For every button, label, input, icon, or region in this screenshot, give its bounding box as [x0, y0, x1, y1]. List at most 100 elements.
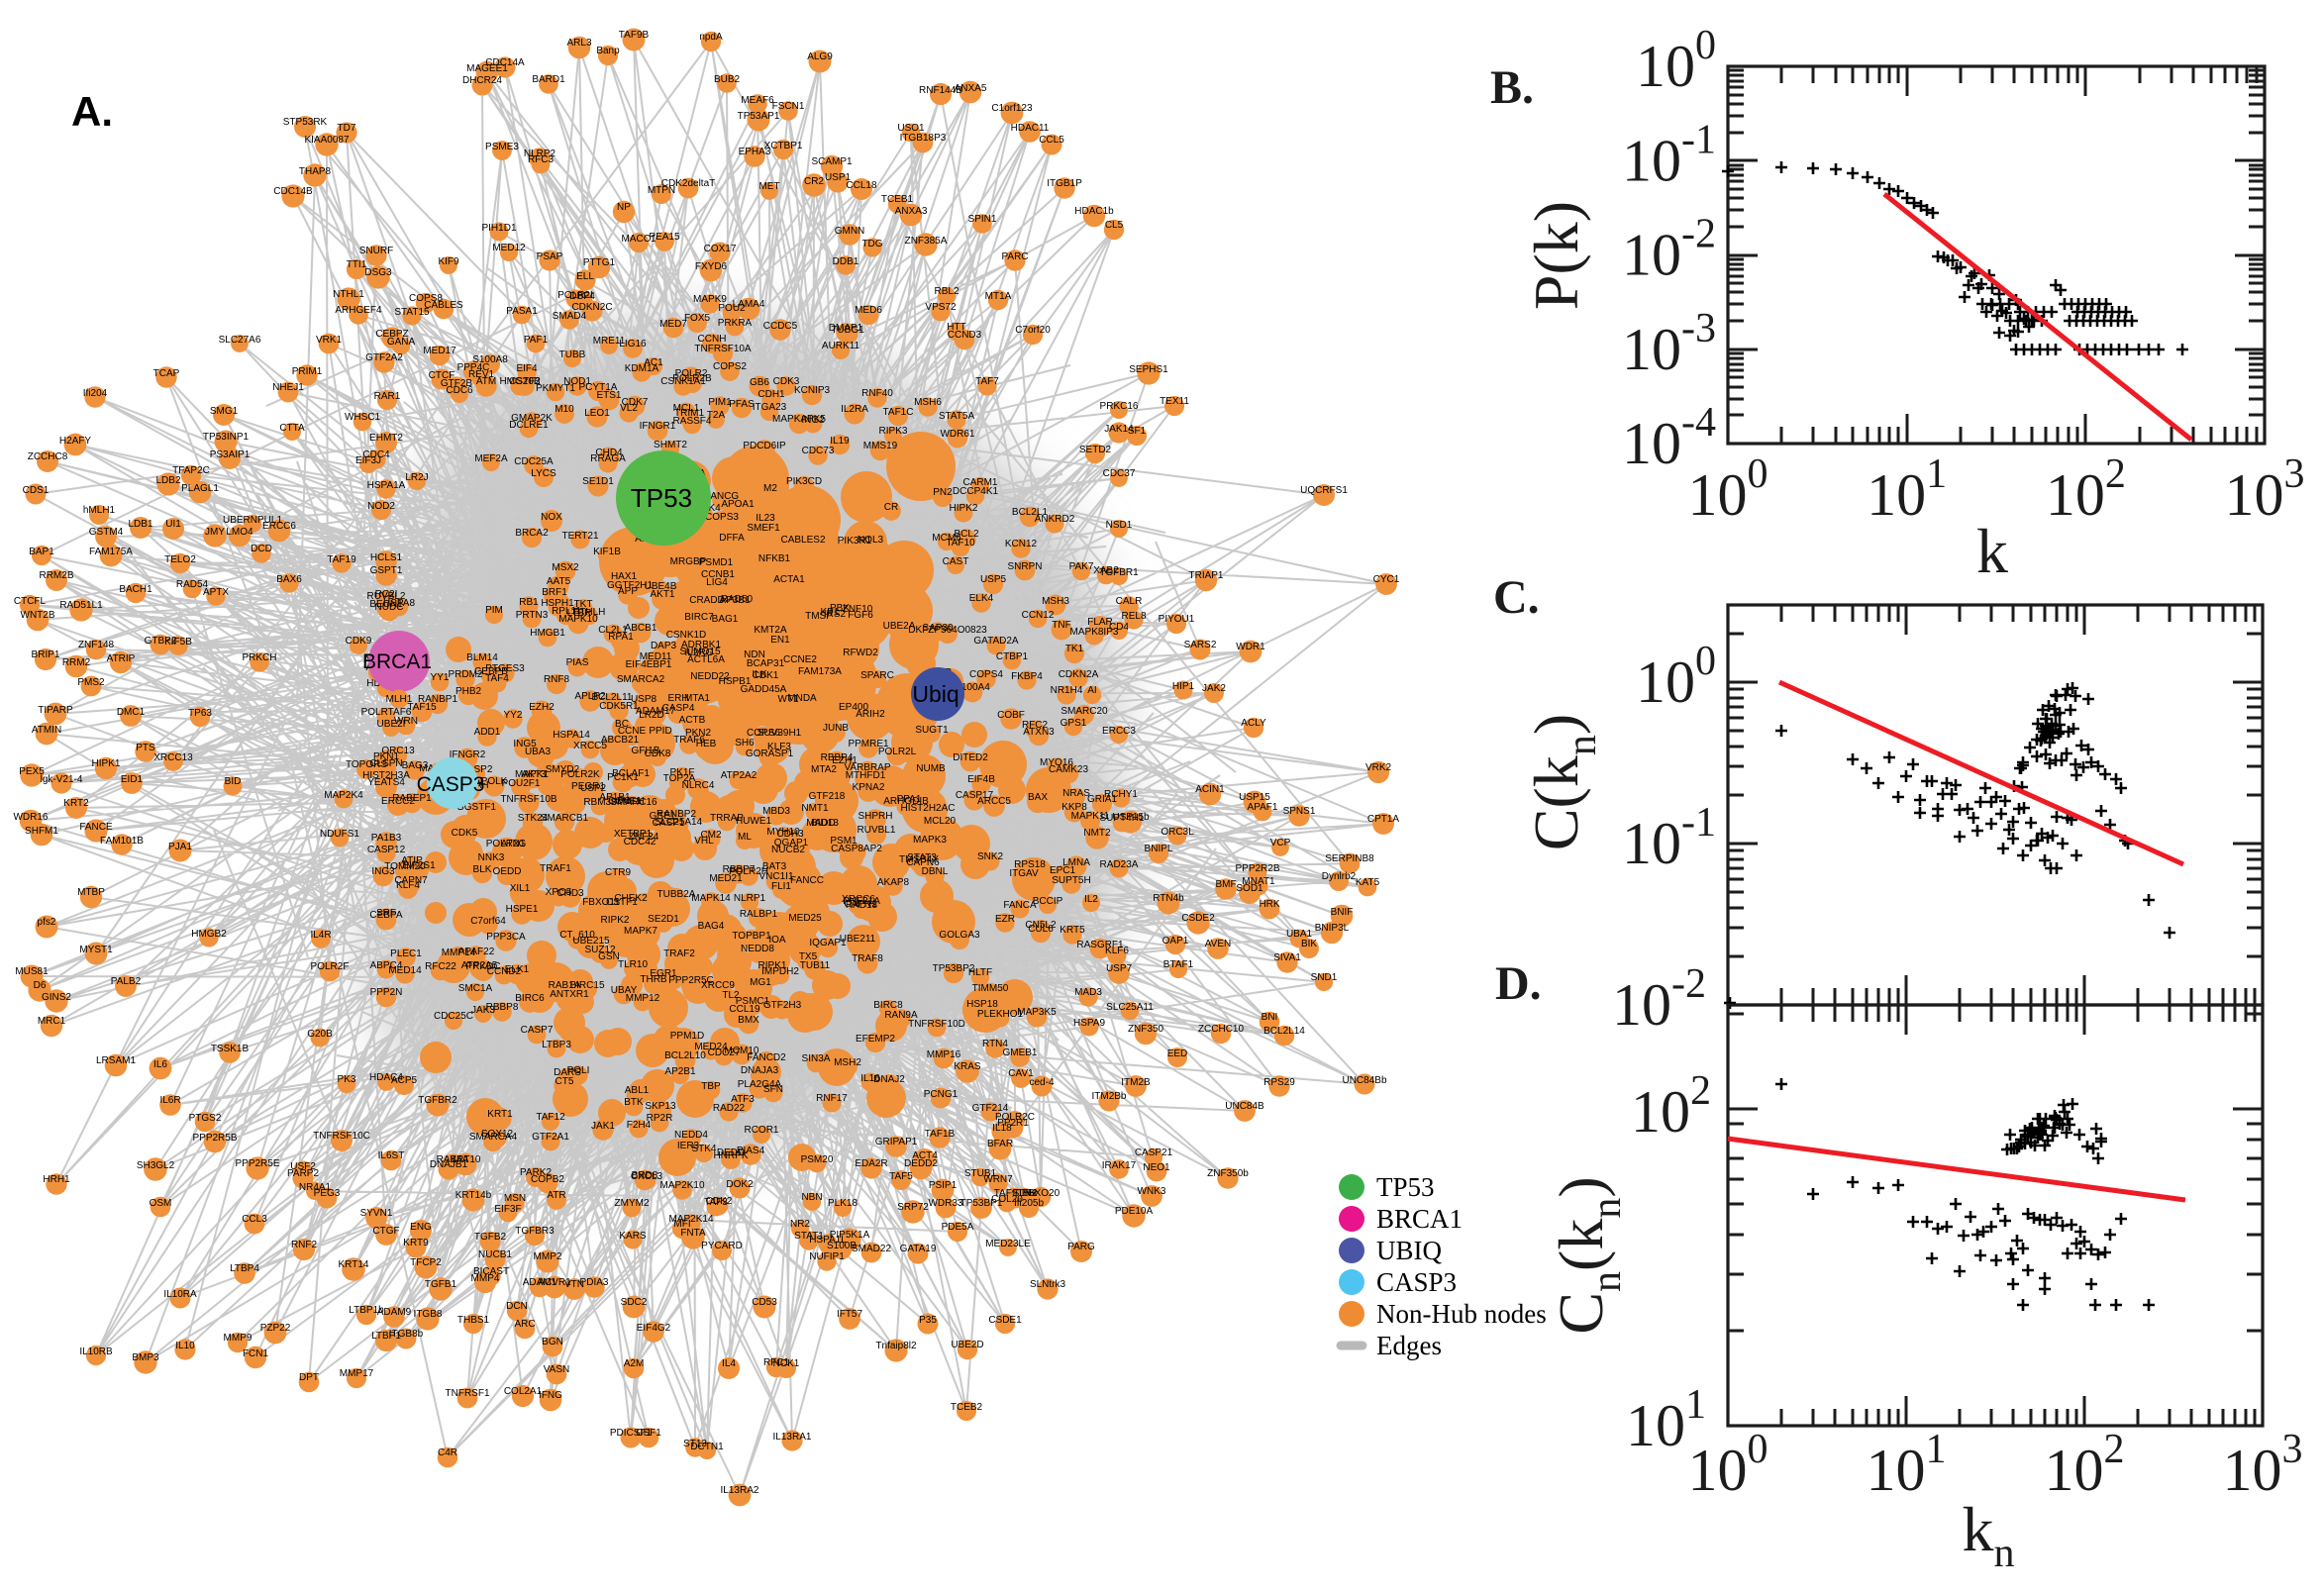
- svg-text:AKAP8: AKAP8: [877, 877, 910, 888]
- svg-text:UBA1: UBA1: [1286, 929, 1313, 940]
- svg-text:ATXN3: ATXN3: [1023, 727, 1055, 738]
- svg-text:EZR: EZR: [995, 914, 1015, 925]
- svg-text:IL6R: IL6R: [159, 1095, 180, 1106]
- svg-text:MSH3: MSH3: [1042, 596, 1069, 607]
- svg-text:ANXA3: ANXA3: [895, 206, 928, 217]
- svg-text:NP: NP: [617, 202, 631, 213]
- svg-text:GINS2: GINS2: [42, 992, 71, 1003]
- svg-text:TCEB2: TCEB2: [951, 1402, 983, 1413]
- svg-text:P35: P35: [919, 1315, 937, 1326]
- svg-text:FKBP4: FKBP4: [1011, 671, 1043, 682]
- svg-text:MTA2: MTA2: [811, 764, 837, 775]
- svg-text:JMY: JMY: [205, 527, 225, 538]
- svg-text:SUGT1: SUGT1: [915, 725, 949, 736]
- svg-text:HDAC11: HDAC11: [1011, 123, 1050, 134]
- svg-text:CCNE: CCNE: [618, 726, 647, 737]
- svg-text:CCNE2: CCNE2: [783, 654, 817, 665]
- svg-text:CT_610: CT_610: [559, 930, 595, 941]
- svg-text:NDUFS1: NDUFS1: [320, 829, 359, 840]
- svg-text:HDAC4: HDAC4: [369, 1072, 403, 1083]
- svg-text:GADD45A: GADD45A: [741, 684, 787, 695]
- svg-text:GPS1: GPS1: [1060, 718, 1087, 729]
- svg-text:DHCR24: DHCR24: [462, 75, 502, 86]
- svg-text:RALBP1: RALBP1: [740, 909, 778, 920]
- svg-text:EFEMP2: EFEMP2: [856, 1034, 895, 1045]
- svg-text:PPP2R2B: PPP2R2B: [1235, 863, 1279, 874]
- svg-text:SND1: SND1: [1311, 972, 1338, 983]
- svg-text:RANBP1: RANBP1: [418, 694, 457, 705]
- svg-text:NR2: NR2: [790, 1219, 810, 1230]
- svg-text:COPB2: COPB2: [531, 1174, 564, 1185]
- svg-text:WNT2B: WNT2B: [21, 610, 55, 621]
- svg-text:PIAS: PIAS: [566, 657, 589, 668]
- svg-text:ZNF385A: ZNF385A: [905, 236, 948, 247]
- svg-text:ITM2Bb: ITM2Bb: [1091, 1091, 1126, 1102]
- svg-text:GSPT1: GSPT1: [370, 565, 403, 576]
- svg-text:IL6: IL6: [153, 1059, 167, 1070]
- svg-text:A2M: A2M: [624, 1358, 645, 1369]
- svg-text:THBS1: THBS1: [457, 1315, 490, 1326]
- svg-text:TAF1C: TAF1C: [883, 407, 914, 418]
- svg-text:PLK18: PLK18: [828, 1198, 858, 1209]
- svg-text:ZCCHC10: ZCCHC10: [1198, 1024, 1245, 1035]
- svg-text:Ubiq: Ubiq: [912, 681, 959, 707]
- svg-text:CR: CR: [884, 502, 898, 513]
- svg-text:MYST1: MYST1: [79, 945, 113, 955]
- svg-text:TBP: TBP: [701, 1081, 721, 1092]
- svg-text:STAT1: STAT1: [794, 1231, 824, 1242]
- svg-text:LEO1: LEO1: [584, 408, 610, 419]
- svg-text:BAX: BAX: [1028, 792, 1048, 803]
- svg-text:SDC2: SDC2: [621, 1297, 648, 1308]
- svg-text:RBL2: RBL2: [934, 286, 959, 297]
- svg-text:pfs2: pfs2: [38, 917, 56, 928]
- svg-text:CAV1: CAV1: [1008, 1068, 1034, 1079]
- svg-text:PCNG1: PCNG1: [924, 1089, 959, 1100]
- svg-text:PK3: PK3: [338, 1074, 356, 1085]
- svg-text:ENG: ENG: [410, 1222, 432, 1233]
- svg-text:MAPK14: MAPK14: [691, 893, 731, 904]
- svg-text:ZMYM2: ZMYM2: [615, 1198, 650, 1209]
- svg-text:MAPK3: MAPK3: [913, 835, 947, 846]
- svg-text:MBD3: MBD3: [762, 806, 790, 817]
- svg-text:PEA15: PEA15: [649, 232, 680, 243]
- svg-text:ITGB1P: ITGB1P: [1047, 178, 1082, 189]
- svg-text:ARIH2: ARIH2: [856, 709, 885, 720]
- svg-text:WDR16: WDR16: [13, 812, 48, 823]
- svg-text:MRC1: MRC1: [38, 1016, 66, 1027]
- svg-text:XRCC5: XRCC5: [573, 741, 607, 751]
- svg-text:COL20: COL20: [991, 1194, 1023, 1205]
- svg-text:SARS2: SARS2: [1184, 640, 1217, 650]
- svg-text:DMC1: DMC1: [117, 707, 146, 718]
- svg-text:KRAS: KRAS: [954, 1061, 981, 1072]
- svg-text:MEAF6: MEAF6: [741, 95, 774, 106]
- svg-text:AURK11: AURK11: [822, 341, 860, 351]
- svg-text:BAG1: BAG1: [712, 614, 739, 625]
- svg-text:UI1: UI1: [165, 519, 181, 530]
- svg-text:LR2J: LR2J: [405, 472, 428, 483]
- svg-text:PLAGL1: PLAGL1: [181, 483, 219, 494]
- svg-text:BTAF1: BTAF1: [1163, 959, 1194, 970]
- svg-text:RFC22: RFC22: [425, 961, 456, 972]
- svg-text:MUS81: MUS81: [15, 966, 49, 977]
- svg-text:MET: MET: [758, 181, 779, 192]
- svg-text:ANKRD2: ANKRD2: [1035, 514, 1075, 525]
- svg-text:KMT2A: KMT2A: [754, 625, 787, 636]
- svg-text:PSIP1: PSIP1: [929, 1180, 958, 1191]
- svg-text:GB6: GB6: [750, 377, 769, 388]
- svg-text:CTTA: CTTA: [279, 423, 305, 434]
- svg-text:SPIN1: SPIN1: [968, 214, 997, 225]
- svg-text:PPM1D: PPM1D: [670, 1031, 704, 1042]
- svg-text:SLC27A6: SLC27A6: [219, 335, 261, 346]
- svg-text:ACT4: ACT4: [912, 1150, 938, 1161]
- svg-text:NLRC4: NLRC4: [682, 780, 715, 791]
- svg-text:M10: M10: [555, 404, 574, 415]
- svg-text:ARC: ARC: [514, 1319, 535, 1330]
- svg-text:BACH1: BACH1: [119, 584, 152, 595]
- svg-text:PA1B3: PA1B3: [371, 833, 402, 844]
- svg-text:MYO16: MYO16: [1040, 757, 1073, 768]
- svg-text:NEDD8: NEDD8: [741, 944, 774, 954]
- svg-text:LTBP3: LTBP3: [542, 1040, 571, 1050]
- svg-text:C4R: C4R: [438, 1447, 457, 1458]
- svg-text:ZNF24: ZNF24: [629, 832, 659, 843]
- svg-text:NLRP1: NLRP1: [734, 893, 766, 904]
